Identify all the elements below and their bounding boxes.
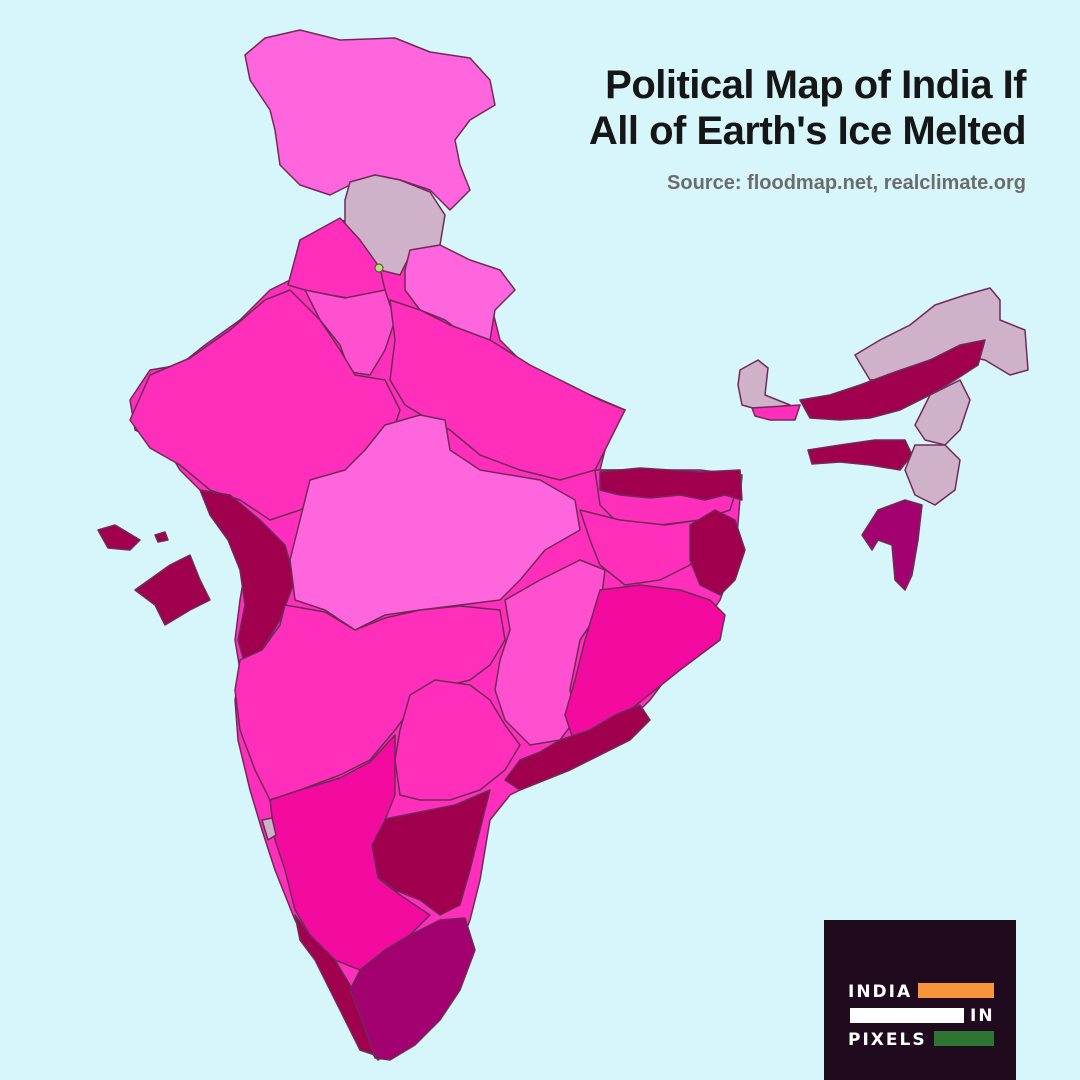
- region-jammu-kashmir: [244, 29, 496, 211]
- region-meghalaya: [807, 439, 913, 471]
- region-odisha-coast: [504, 704, 651, 791]
- region-west-bengal: [689, 509, 746, 596]
- source-caption: Source: floodmap.net, realclimate.org: [667, 172, 1026, 194]
- region-kutch-island: [134, 554, 211, 626]
- logo-word-india: INDIA: [848, 982, 913, 1002]
- region-kutch-small-island: [97, 524, 141, 551]
- india-in-pixels-logo: INDIA IN PIXELS: [824, 920, 1016, 1080]
- region-bihar-flood: [599, 467, 743, 501]
- region-assam: [799, 339, 986, 421]
- region-haryana: [304, 289, 396, 376]
- region-tamil-nadu: [349, 917, 476, 1061]
- region-delhi: [374, 263, 384, 273]
- region-tripura-mizoram: [861, 499, 923, 591]
- region-manipur: [904, 444, 961, 506]
- region-sikkim-hook: [737, 359, 791, 411]
- map-title-line-2: All of Earth's Ice Melted: [588, 109, 1027, 153]
- region-rajasthan: [129, 289, 401, 521]
- region-siliguri: [751, 404, 801, 421]
- logo-saffron-bar: [918, 983, 994, 998]
- region-jharkhand: [579, 509, 711, 586]
- region-goa: [261, 817, 277, 841]
- logo-word-in: IN: [970, 1006, 995, 1026]
- region-odisha: [564, 584, 726, 746]
- logo-white-bar: [850, 1008, 964, 1023]
- map-title: Political Map of India If All of Earth's…: [466, 62, 1027, 154]
- region-karnataka: [269, 734, 431, 971]
- region-islet: [154, 531, 169, 543]
- logo-word-pixels: PIXELS: [848, 1030, 927, 1050]
- region-kerala: [294, 914, 376, 1056]
- region-telangana: [394, 679, 521, 801]
- map-title-line-1: Political Map of India If: [605, 63, 1026, 107]
- region-nagaland: [914, 379, 971, 446]
- logo-green-bar: [934, 1031, 994, 1046]
- region-madhya-pradesh: [289, 414, 581, 631]
